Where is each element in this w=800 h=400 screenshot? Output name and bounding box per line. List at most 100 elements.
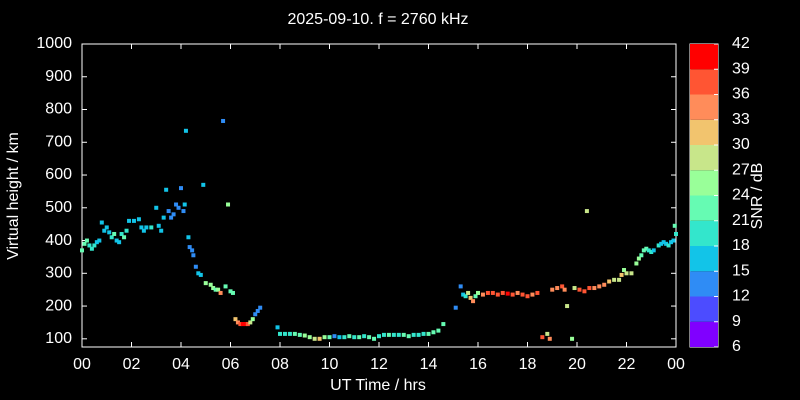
data-point bbox=[119, 231, 124, 236]
colorbar-label: SNR / dB bbox=[749, 163, 766, 230]
data-point bbox=[211, 286, 216, 291]
data-point bbox=[213, 287, 218, 292]
data-point bbox=[292, 331, 297, 336]
y-tick-label: 200 bbox=[45, 297, 72, 314]
data-point bbox=[92, 243, 97, 248]
data-point bbox=[112, 231, 117, 236]
x-tick-label: 16 bbox=[469, 356, 487, 373]
data-point bbox=[230, 290, 235, 295]
data-point bbox=[636, 256, 641, 261]
x-tick-label: 20 bbox=[568, 356, 586, 373]
data-point bbox=[240, 322, 245, 327]
data-point bbox=[547, 336, 552, 341]
data-point bbox=[97, 238, 102, 243]
data-point bbox=[201, 182, 206, 187]
data-point bbox=[357, 335, 362, 340]
y-tick-label: 500 bbox=[45, 199, 72, 216]
data-point bbox=[109, 235, 114, 240]
colorbar-tick-label: 6 bbox=[732, 338, 741, 355]
data-point bbox=[169, 215, 174, 220]
x-tick-label: 04 bbox=[172, 356, 190, 373]
y-tick-label: 600 bbox=[45, 166, 72, 183]
data-point bbox=[104, 225, 109, 230]
data-point bbox=[411, 332, 416, 337]
data-point bbox=[619, 272, 624, 277]
x-tick-label: 14 bbox=[420, 356, 438, 373]
y-tick-label: 400 bbox=[45, 232, 72, 249]
data-point bbox=[436, 328, 441, 333]
data-point bbox=[649, 250, 654, 255]
data-point bbox=[466, 290, 471, 295]
data-point bbox=[500, 290, 505, 295]
data-point bbox=[617, 277, 622, 282]
colorbar-band bbox=[690, 145, 718, 171]
data-point bbox=[592, 286, 597, 291]
data-point bbox=[480, 292, 485, 297]
colorbar-band bbox=[690, 296, 718, 322]
data-point bbox=[401, 332, 406, 337]
data-point bbox=[461, 292, 466, 297]
data-point bbox=[495, 292, 500, 297]
data-point bbox=[122, 235, 127, 240]
data-point bbox=[666, 243, 671, 248]
data-point bbox=[545, 331, 550, 336]
data-point bbox=[641, 248, 646, 253]
y-tick-label: 800 bbox=[45, 101, 72, 118]
colorbar-band bbox=[690, 246, 718, 272]
data-point bbox=[139, 225, 144, 230]
data-point bbox=[176, 205, 181, 210]
data-point bbox=[191, 253, 196, 258]
data-point bbox=[190, 248, 195, 253]
data-point bbox=[607, 279, 612, 284]
y-tick-label: 900 bbox=[45, 68, 72, 85]
data-point bbox=[164, 187, 169, 192]
data-point bbox=[674, 231, 678, 236]
colorbar-tick-label: 39 bbox=[732, 60, 750, 77]
data-point bbox=[624, 271, 629, 276]
data-point bbox=[282, 331, 287, 336]
data-point bbox=[114, 238, 119, 243]
data-point bbox=[228, 289, 233, 294]
colorbar-band bbox=[690, 195, 718, 221]
colorbar-band bbox=[690, 170, 718, 196]
data-point bbox=[221, 118, 226, 123]
colorbar-tick-label: 36 bbox=[732, 86, 750, 103]
data-point bbox=[584, 209, 589, 214]
y-axis-label: Virtual height / km bbox=[5, 132, 22, 260]
data-point bbox=[87, 243, 92, 248]
data-point bbox=[235, 320, 240, 325]
data-point bbox=[186, 235, 191, 240]
data-point bbox=[107, 230, 112, 235]
data-point bbox=[182, 202, 187, 207]
data-point bbox=[458, 284, 463, 289]
data-point bbox=[530, 292, 535, 297]
chart-title: 2025-09-10. f = 2760 kHz bbox=[287, 11, 468, 28]
data-point bbox=[550, 287, 555, 292]
data-point bbox=[485, 290, 490, 295]
data-point bbox=[629, 271, 634, 276]
data-point bbox=[193, 264, 198, 269]
data-point bbox=[216, 287, 221, 292]
data-point bbox=[352, 335, 357, 340]
data-point bbox=[218, 290, 223, 295]
data-point bbox=[99, 220, 104, 225]
data-point bbox=[187, 245, 192, 250]
data-point bbox=[644, 246, 649, 251]
data-point bbox=[468, 295, 473, 300]
colorbar-tick-label: 18 bbox=[732, 237, 750, 254]
data-point bbox=[307, 335, 312, 340]
data-point bbox=[661, 240, 666, 245]
x-tick-label: 00 bbox=[73, 356, 91, 373]
data-point bbox=[416, 332, 421, 337]
data-point bbox=[426, 331, 431, 336]
data-point bbox=[669, 240, 674, 245]
data-point bbox=[391, 332, 396, 337]
data-point bbox=[223, 284, 228, 289]
data-point bbox=[248, 320, 253, 325]
data-point bbox=[463, 294, 468, 299]
data-point bbox=[612, 277, 617, 282]
data-point bbox=[253, 312, 258, 317]
data-point bbox=[287, 331, 292, 336]
x-tick-label: 08 bbox=[271, 356, 289, 373]
data-point bbox=[372, 336, 377, 341]
